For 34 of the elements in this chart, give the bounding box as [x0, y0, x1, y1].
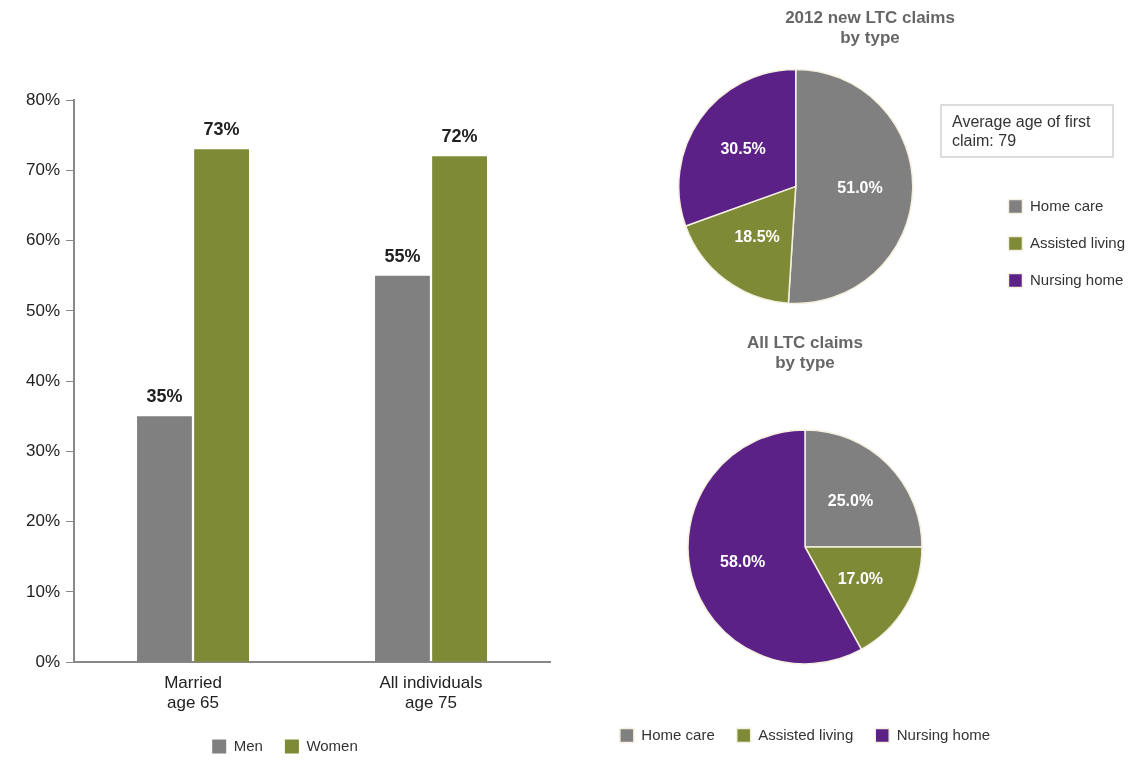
y-tick-label: 40%	[25, 370, 61, 390]
data-label: 51.0%	[837, 178, 883, 196]
y-tick-label: 0%	[35, 651, 61, 671]
legend-label: Home care	[1029, 196, 1104, 214]
legend-label: Women	[306, 736, 358, 754]
y-tick-label: 30%	[25, 441, 61, 461]
legend-label: Nursing home	[896, 725, 991, 743]
y-tick-label: 70%	[25, 159, 61, 179]
chart-title: All LTC claims by type	[747, 332, 863, 373]
bar	[432, 156, 487, 662]
legend-label: Assisted living	[1029, 233, 1126, 251]
data-label: 30.5%	[720, 139, 766, 157]
y-tick-label: 50%	[25, 300, 61, 320]
data-label: 18.5%	[734, 228, 780, 246]
y-tick-label: 80%	[25, 89, 61, 109]
legend-label: Assisted living	[758, 725, 854, 743]
y-tick-label: 10%	[25, 581, 61, 601]
y-tick-label: 20%	[25, 511, 61, 531]
text: Average age of first claim: 79	[940, 104, 1114, 159]
legend-label: Nursing home	[1029, 270, 1124, 288]
legend-label: Home care	[641, 725, 715, 743]
legend-label: Men	[233, 736, 263, 754]
x-tick-label: All individuals age 75	[379, 673, 483, 713]
y-tick-label: 60%	[25, 230, 61, 250]
data-label: 72%	[441, 126, 478, 147]
data-label: 55%	[384, 245, 421, 266]
data-label: 58.0%	[719, 553, 766, 571]
chart-title: 2012 new LTC claims by type	[785, 7, 955, 48]
data-label: 17.0%	[837, 570, 884, 588]
data-label: 73%	[203, 119, 240, 140]
data-label: 35%	[146, 386, 183, 407]
bar	[194, 149, 249, 662]
data-label: 25.0%	[827, 491, 874, 509]
x-tick-label: Married age 65	[164, 673, 222, 713]
